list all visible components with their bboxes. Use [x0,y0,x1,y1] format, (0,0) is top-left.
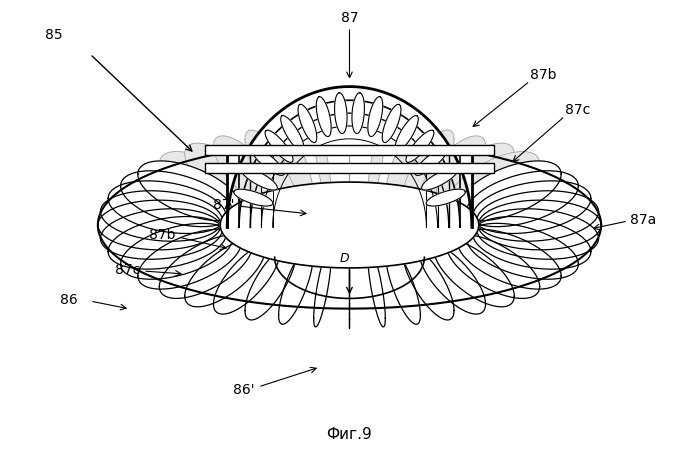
Text: 87c: 87c [115,262,140,276]
Polygon shape [121,171,233,227]
Text: D: D [340,251,350,264]
Polygon shape [368,97,382,137]
Polygon shape [245,131,296,205]
Polygon shape [447,235,540,299]
Polygon shape [458,161,561,221]
Polygon shape [108,217,226,270]
Polygon shape [426,190,466,207]
Polygon shape [281,116,304,152]
Polygon shape [121,224,233,280]
Polygon shape [386,248,420,325]
Polygon shape [478,201,601,250]
Polygon shape [298,105,317,143]
Polygon shape [434,144,514,212]
Polygon shape [406,131,434,163]
Polygon shape [185,239,265,307]
Text: 87: 87 [340,11,359,25]
Polygon shape [101,209,222,260]
Polygon shape [233,190,273,207]
Polygon shape [403,131,454,205]
Text: 87b: 87b [530,68,556,82]
Polygon shape [98,142,601,309]
Polygon shape [245,246,296,320]
Polygon shape [138,230,241,290]
Text: 87c: 87c [565,103,590,117]
Bar [206,164,493,174]
Polygon shape [386,126,420,203]
Text: 87': 87' [213,198,235,212]
Text: 87a: 87a [630,212,656,226]
Text: 87b: 87b [148,227,175,241]
Polygon shape [403,246,454,320]
Polygon shape [314,249,331,327]
Polygon shape [252,148,284,176]
Polygon shape [185,144,265,212]
Polygon shape [241,168,278,191]
Polygon shape [447,152,540,216]
Polygon shape [138,161,241,221]
Polygon shape [466,224,578,280]
Polygon shape [415,148,447,176]
Polygon shape [159,152,252,216]
Text: Фиг.9: Фиг.9 [326,427,373,442]
Polygon shape [101,191,222,242]
Polygon shape [434,239,514,307]
Polygon shape [419,243,486,314]
Polygon shape [265,131,293,163]
Polygon shape [477,191,598,242]
Polygon shape [213,137,280,208]
Polygon shape [458,230,561,290]
Polygon shape [227,87,472,228]
Text: 85: 85 [45,28,63,42]
Polygon shape [473,217,591,270]
Polygon shape [314,124,331,202]
Text: 86': 86' [233,382,255,396]
Polygon shape [477,209,598,260]
Polygon shape [352,93,364,134]
Polygon shape [466,171,578,227]
Polygon shape [213,243,280,314]
Polygon shape [421,168,458,191]
Polygon shape [368,124,385,202]
Polygon shape [395,116,418,152]
Polygon shape [419,137,486,208]
Polygon shape [317,97,331,137]
Polygon shape [159,235,252,299]
Polygon shape [108,181,226,234]
Polygon shape [279,126,313,203]
Polygon shape [473,181,591,234]
Text: 86: 86 [60,292,78,306]
Polygon shape [220,183,479,268]
Polygon shape [279,248,313,325]
Bar [206,146,493,156]
Polygon shape [98,201,221,250]
Polygon shape [382,105,401,143]
Polygon shape [368,249,385,327]
Polygon shape [335,93,347,134]
